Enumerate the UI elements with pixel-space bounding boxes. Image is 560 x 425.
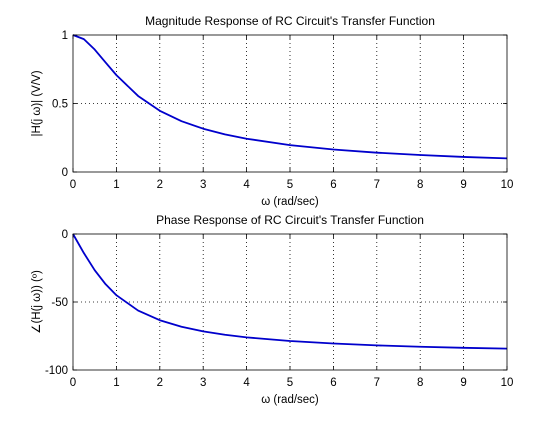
- series-line-1: [72, 233, 508, 350]
- y-tick-label: -100: [45, 365, 68, 377]
- x-tick-label: 3: [200, 377, 206, 389]
- x-tick-label: 8: [417, 179, 423, 191]
- x-tick-label: 8: [417, 377, 423, 389]
- subplot-2: 0 1 2 3 4 5 6 7 8 9 10 -100 -50 0 Phase Response of RC…: [31, 213, 513, 406]
- x-tick-label: 7: [374, 377, 380, 389]
- y-tick-label: -50: [51, 297, 68, 309]
- x-tick-label: 4: [243, 179, 250, 191]
- x-axis-label: ω (rad/sec): [261, 394, 319, 406]
- x-tick-label: 4: [243, 377, 250, 389]
- x-tick-label: 0: [70, 179, 76, 191]
- x-tick-label: 1: [113, 179, 119, 191]
- series-line-1: [72, 34, 508, 160]
- subplot-1: 0 1 2 3 4 5 6 7 8 9 10 0 0.5 1 Magnitude Response of R…: [31, 14, 513, 208]
- x-tick-label: 9: [460, 179, 466, 191]
- chart-title: Magnitude Response of RC Circuit's Trans…: [145, 14, 435, 28]
- x-tick-label: 7: [374, 179, 380, 191]
- x-tick-label: 10: [501, 179, 514, 191]
- x-tick-label: 9: [460, 377, 466, 389]
- x-tick-label: 5: [287, 179, 293, 191]
- x-axis-label: ω (rad/sec): [261, 196, 319, 208]
- x-tick-label: 6: [330, 377, 336, 389]
- x-tick-label: 0: [70, 377, 76, 389]
- y-tick-label: 0: [62, 229, 68, 241]
- chart-title: Phase Response of RC Circuit's Transfer …: [156, 213, 424, 227]
- y-tick-label: 0.5: [52, 99, 68, 111]
- y-axis-label: ∠(H(j ω)) (º): [31, 270, 43, 334]
- x-tick-label: 5: [287, 377, 293, 389]
- x-tick-label: 2: [157, 377, 163, 389]
- x-tick-label: 6: [330, 179, 336, 191]
- y-tick-label: 1: [62, 30, 68, 42]
- y-tick-label: 0: [62, 167, 68, 179]
- x-tick-label: 1: [113, 377, 119, 389]
- x-tick-label: 2: [157, 179, 163, 191]
- y-axis-label: |H(j ω)| (V/V): [31, 70, 43, 136]
- x-tick-label: 10: [501, 377, 514, 389]
- x-tick-label: 3: [200, 179, 206, 191]
